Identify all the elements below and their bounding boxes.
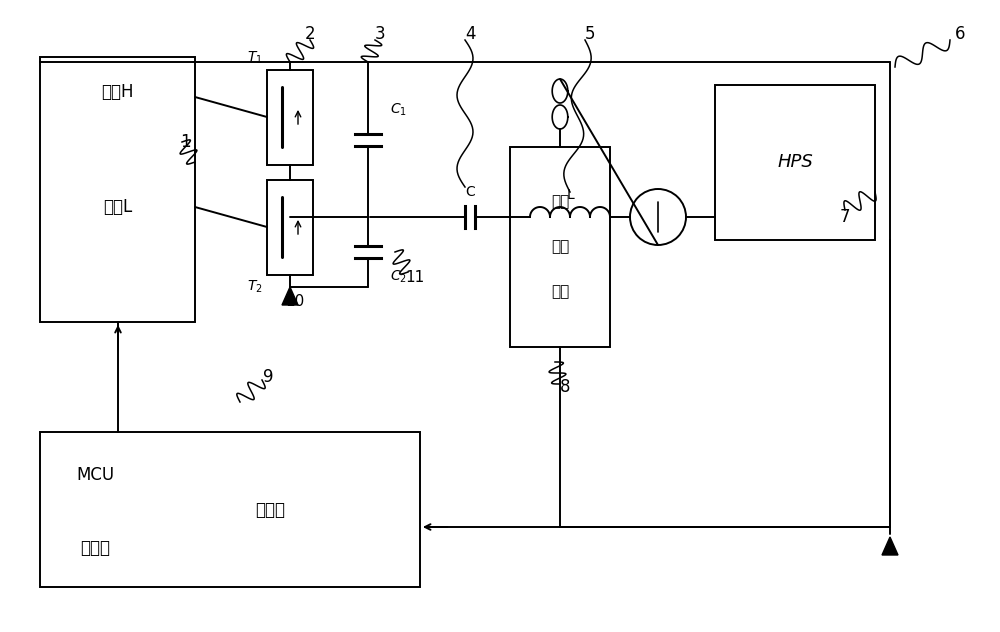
Text: $T_1$: $T_1$: [247, 49, 263, 66]
Text: C: C: [465, 185, 475, 199]
Text: 3: 3: [375, 25, 385, 43]
Text: 2: 2: [305, 25, 315, 43]
Bar: [267, 70, 313, 164]
Text: 9: 9: [263, 368, 273, 386]
Text: 电路: 电路: [551, 284, 569, 300]
Text: 启动: 启动: [551, 195, 569, 209]
Bar: [510, 147, 610, 347]
Text: 8: 8: [560, 378, 570, 396]
Text: 4: 4: [465, 25, 475, 43]
Polygon shape: [282, 287, 298, 305]
Bar: [40, 57, 195, 322]
Text: MCU: MCU: [76, 466, 114, 484]
Text: HPS: HPS: [777, 153, 813, 171]
Text: 驱动L: 驱动L: [103, 198, 132, 216]
Text: 5: 5: [585, 25, 595, 43]
Text: 驱动H: 驱动H: [101, 83, 134, 101]
Text: 比较器: 比较器: [255, 501, 285, 518]
Text: $C_1$: $C_1$: [390, 101, 407, 118]
Polygon shape: [882, 537, 898, 555]
Text: 11: 11: [405, 269, 425, 284]
Text: 7: 7: [840, 208, 850, 226]
Text: L: L: [566, 188, 574, 202]
Text: 10: 10: [285, 295, 305, 310]
Text: $C_2$: $C_2$: [390, 269, 407, 285]
Bar: [267, 179, 313, 274]
Bar: [40, 432, 420, 587]
Text: $T_2$: $T_2$: [247, 278, 263, 295]
Text: 1: 1: [180, 133, 190, 151]
Text: 控制器: 控制器: [80, 539, 110, 557]
Text: 6: 6: [955, 25, 965, 43]
Text: 触发: 触发: [551, 240, 569, 255]
Bar: [715, 85, 875, 240]
